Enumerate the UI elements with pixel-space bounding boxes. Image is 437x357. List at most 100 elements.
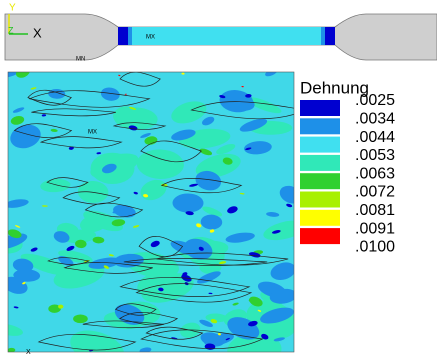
contour-region <box>14 225 21 228</box>
contour-region <box>96 152 102 155</box>
contour-region <box>8 347 16 352</box>
contour-region <box>58 304 64 309</box>
contour-region <box>216 143 236 155</box>
contour-region <box>202 116 215 126</box>
contour-region <box>286 203 293 208</box>
grain-boundary <box>63 262 153 274</box>
specimen-edge <box>118 27 128 45</box>
contour-region <box>8 199 29 208</box>
contour-region <box>77 180 109 203</box>
contour-region <box>129 106 137 110</box>
contour-region <box>30 247 38 252</box>
contour-region <box>66 245 75 251</box>
contour-region <box>53 231 70 243</box>
contour-region <box>158 287 164 292</box>
legend: .0025 .0034.0044.0053.0063 .0072.0081.0091… <box>300 92 395 256</box>
contour-region <box>10 124 41 149</box>
legend-label: .0072 <box>355 184 395 201</box>
contour-region <box>8 276 28 294</box>
contour-region <box>132 225 140 228</box>
min-label: MN <box>76 57 85 63</box>
contour-region <box>232 302 239 306</box>
grain-boundary <box>138 236 184 258</box>
max-label: MX <box>88 130 97 136</box>
contour-region <box>41 114 47 117</box>
legend-label: .0091 <box>355 220 395 237</box>
contour-region <box>246 97 282 114</box>
grain-boundary <box>28 90 151 108</box>
grain-boundary <box>84 202 144 218</box>
contour-region <box>248 320 258 327</box>
grain-boundary <box>114 303 157 316</box>
contour-region <box>239 192 245 195</box>
contour-region <box>270 262 294 281</box>
contour-region <box>271 230 281 234</box>
contour-region <box>263 220 294 241</box>
grain-boundary <box>27 89 72 106</box>
grain-boundary <box>82 320 165 329</box>
contour-region <box>218 333 221 336</box>
grain-boundary <box>156 252 289 266</box>
axis-label: Z <box>8 25 14 35</box>
contour-region <box>199 148 213 156</box>
contour-plot <box>8 72 294 352</box>
contour-region <box>171 129 196 141</box>
legend-label: .0053 <box>355 147 395 164</box>
legend-swatch <box>300 209 340 226</box>
contour-region <box>200 214 223 230</box>
contour-region <box>182 272 188 276</box>
contour-region <box>202 206 223 217</box>
grain-boundary <box>160 178 243 194</box>
contour-border <box>7 71 295 353</box>
contour-region <box>197 271 221 284</box>
grain-boundary <box>31 108 116 117</box>
contour-region <box>243 141 272 155</box>
legend-swatch <box>300 136 340 153</box>
legend-label: .0081 <box>355 202 395 219</box>
contour-region <box>269 288 294 304</box>
contour-region <box>227 332 282 352</box>
grain-boundary <box>13 123 73 139</box>
contour-region <box>150 240 160 248</box>
contour-region <box>73 314 88 324</box>
contour-region <box>139 347 152 352</box>
contour-region <box>195 170 222 191</box>
contour-region <box>227 206 238 214</box>
contour-region <box>172 193 204 213</box>
contour-region <box>88 257 121 269</box>
contour-region <box>225 232 255 243</box>
legend-swatch <box>300 191 340 208</box>
grain-boundary <box>118 312 179 326</box>
contour-region <box>8 72 20 78</box>
contour-region <box>209 229 215 233</box>
specimen-edge <box>128 27 132 45</box>
grain-boundary <box>39 136 123 149</box>
contour-region <box>10 115 25 125</box>
contour-region <box>113 107 158 130</box>
grain-boundary <box>190 101 294 120</box>
contour-region <box>79 215 107 233</box>
contour-region <box>181 72 185 75</box>
legend-label: .0044 <box>355 129 395 146</box>
contour-region <box>199 319 213 328</box>
contour-region <box>171 101 207 124</box>
contour-region <box>75 239 87 249</box>
specimen-gauge <box>118 27 335 45</box>
legend-swatch <box>300 154 340 171</box>
contour-region <box>260 307 294 324</box>
contour-region <box>48 304 61 313</box>
contour-region <box>92 236 105 244</box>
contour-region <box>103 265 110 269</box>
legend-label: .0034 <box>355 111 395 128</box>
grain-boundary <box>123 258 268 266</box>
contour-region <box>114 304 145 325</box>
contour-region <box>111 219 126 227</box>
grain-boundary <box>37 333 137 351</box>
contour-region <box>143 194 149 198</box>
legend-label: .0063 <box>355 165 395 182</box>
contour-region <box>112 207 125 214</box>
grain-boundary <box>112 122 167 130</box>
contour-region <box>12 258 34 273</box>
